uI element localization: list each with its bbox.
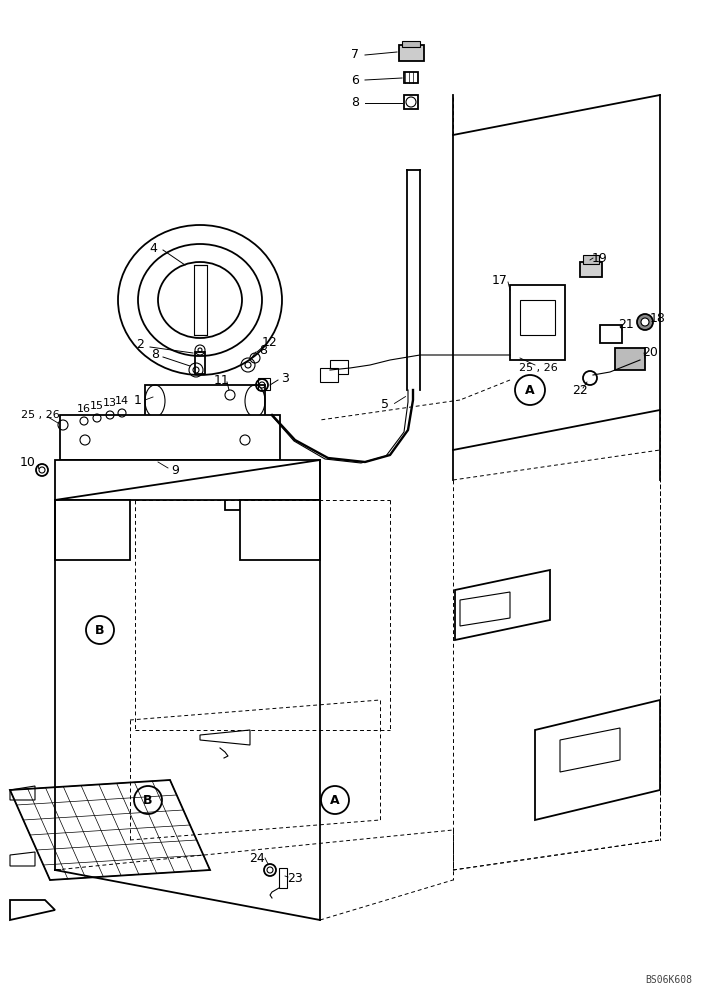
Text: 12: 12 (262, 336, 278, 349)
Bar (600, 325, 622, 343)
Text: 2: 2 (136, 338, 144, 352)
Bar (330, 360, 348, 374)
Text: 7: 7 (351, 48, 359, 62)
Text: 25 , 26: 25 , 26 (20, 410, 59, 420)
Text: 3: 3 (281, 371, 289, 384)
Bar (194, 265, 207, 335)
Polygon shape (225, 460, 270, 510)
Text: 21: 21 (618, 318, 634, 332)
Text: B: B (95, 624, 105, 637)
Polygon shape (240, 500, 320, 560)
Text: 16: 16 (77, 404, 91, 414)
Text: A: A (330, 794, 340, 806)
Polygon shape (535, 700, 660, 820)
Text: 17: 17 (492, 273, 508, 286)
Bar (404, 95, 418, 109)
Text: 1: 1 (134, 393, 142, 406)
Bar (580, 262, 602, 277)
Bar (583, 255, 599, 264)
Text: 15: 15 (90, 401, 104, 411)
Polygon shape (55, 500, 130, 560)
Bar (510, 285, 565, 360)
Text: 8: 8 (351, 97, 359, 109)
Bar (615, 348, 645, 370)
Text: A: A (525, 383, 535, 396)
Polygon shape (455, 570, 550, 640)
Bar (258, 378, 270, 390)
Bar (399, 45, 424, 61)
Text: 6: 6 (351, 74, 359, 87)
Text: 14: 14 (115, 396, 129, 406)
Text: B: B (143, 794, 153, 806)
Text: 8: 8 (259, 344, 267, 357)
Text: 4: 4 (149, 241, 157, 254)
Text: 24: 24 (249, 852, 265, 864)
Text: 8: 8 (151, 349, 159, 361)
Text: BS06K608: BS06K608 (645, 975, 692, 985)
Text: 22: 22 (572, 383, 588, 396)
Polygon shape (60, 415, 280, 460)
Polygon shape (55, 460, 320, 500)
Text: 10: 10 (20, 456, 36, 468)
Polygon shape (200, 730, 250, 745)
Text: 19: 19 (592, 251, 608, 264)
Polygon shape (10, 900, 55, 920)
Text: 18: 18 (650, 312, 666, 324)
Bar (402, 41, 420, 47)
Polygon shape (10, 780, 210, 880)
Circle shape (641, 318, 649, 326)
Text: 20: 20 (642, 346, 658, 359)
Text: 5: 5 (381, 398, 389, 412)
Text: 13: 13 (103, 398, 117, 408)
Bar (404, 72, 418, 83)
Bar (195, 352, 205, 374)
Polygon shape (65, 460, 95, 510)
Bar (279, 868, 287, 888)
Bar (320, 368, 338, 382)
Text: 23: 23 (287, 871, 303, 884)
Text: 11: 11 (214, 373, 230, 386)
Text: 9: 9 (171, 464, 179, 477)
Text: 25 , 26: 25 , 26 (519, 363, 558, 373)
Bar (520, 300, 555, 335)
Circle shape (637, 314, 653, 330)
Bar (145, 385, 265, 417)
